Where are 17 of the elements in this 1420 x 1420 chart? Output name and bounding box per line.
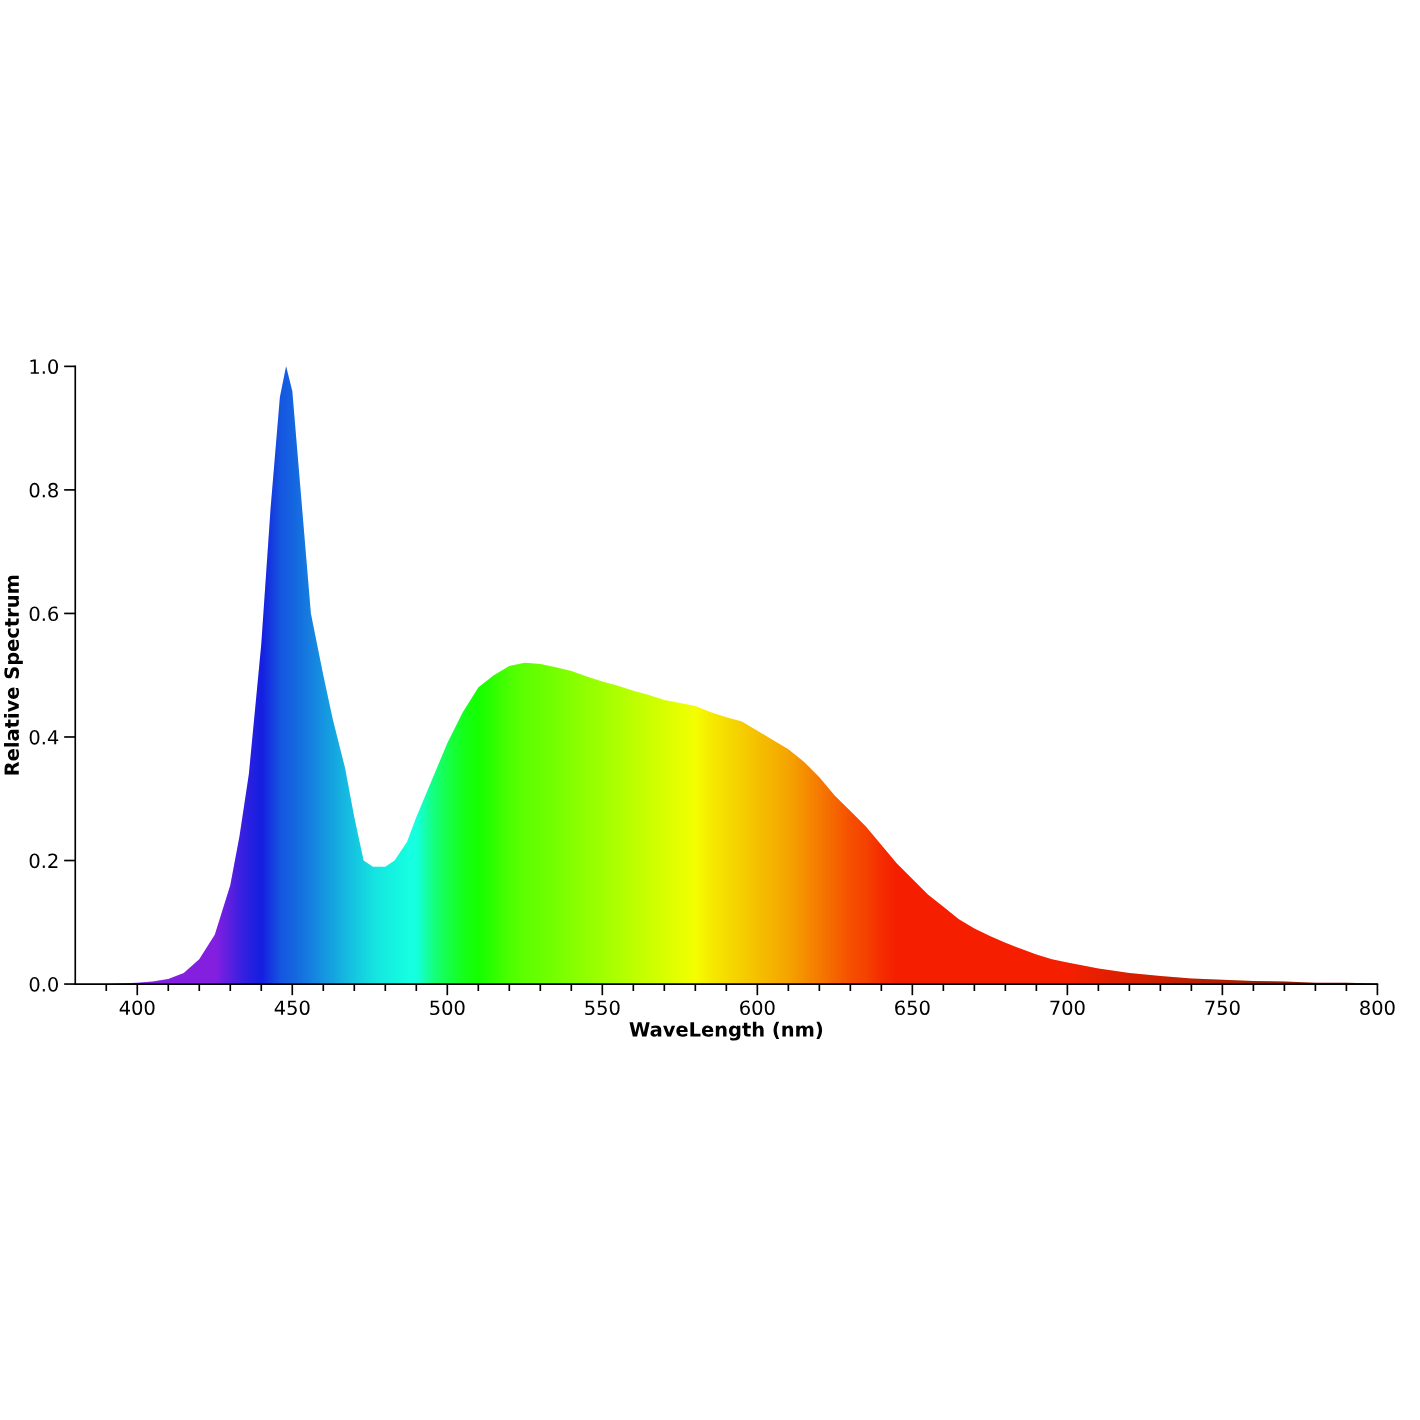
y-axis-title: Relative Spectrum — [3, 575, 23, 775]
x-tick-label: 650 — [895, 1000, 930, 1016]
x-tick-label: 450 — [274, 1000, 310, 1016]
x-tick-label: 500 — [430, 1000, 465, 1016]
y-tick-label: 1.0 — [30, 359, 58, 375]
y-tick-label: 0.6 — [29, 606, 59, 622]
y-tick-label: 0.8 — [29, 482, 58, 498]
x-tick-label: 700 — [1050, 1000, 1085, 1016]
x-tick-label: 550 — [585, 1000, 620, 1016]
y-tick-label: 0.0 — [29, 977, 58, 992]
y-tick-label: 0.4 — [29, 729, 59, 745]
x-tick-label: 600 — [740, 1000, 775, 1016]
x-tick-label: 400 — [119, 1000, 155, 1016]
y-tick-label: 0.2 — [29, 853, 58, 869]
x-axis-title: WaveLength (nm) — [629, 1021, 823, 1041]
x-tick-label: 750 — [1205, 1000, 1240, 1016]
x-tick-label: 800 — [1360, 1000, 1395, 1016]
